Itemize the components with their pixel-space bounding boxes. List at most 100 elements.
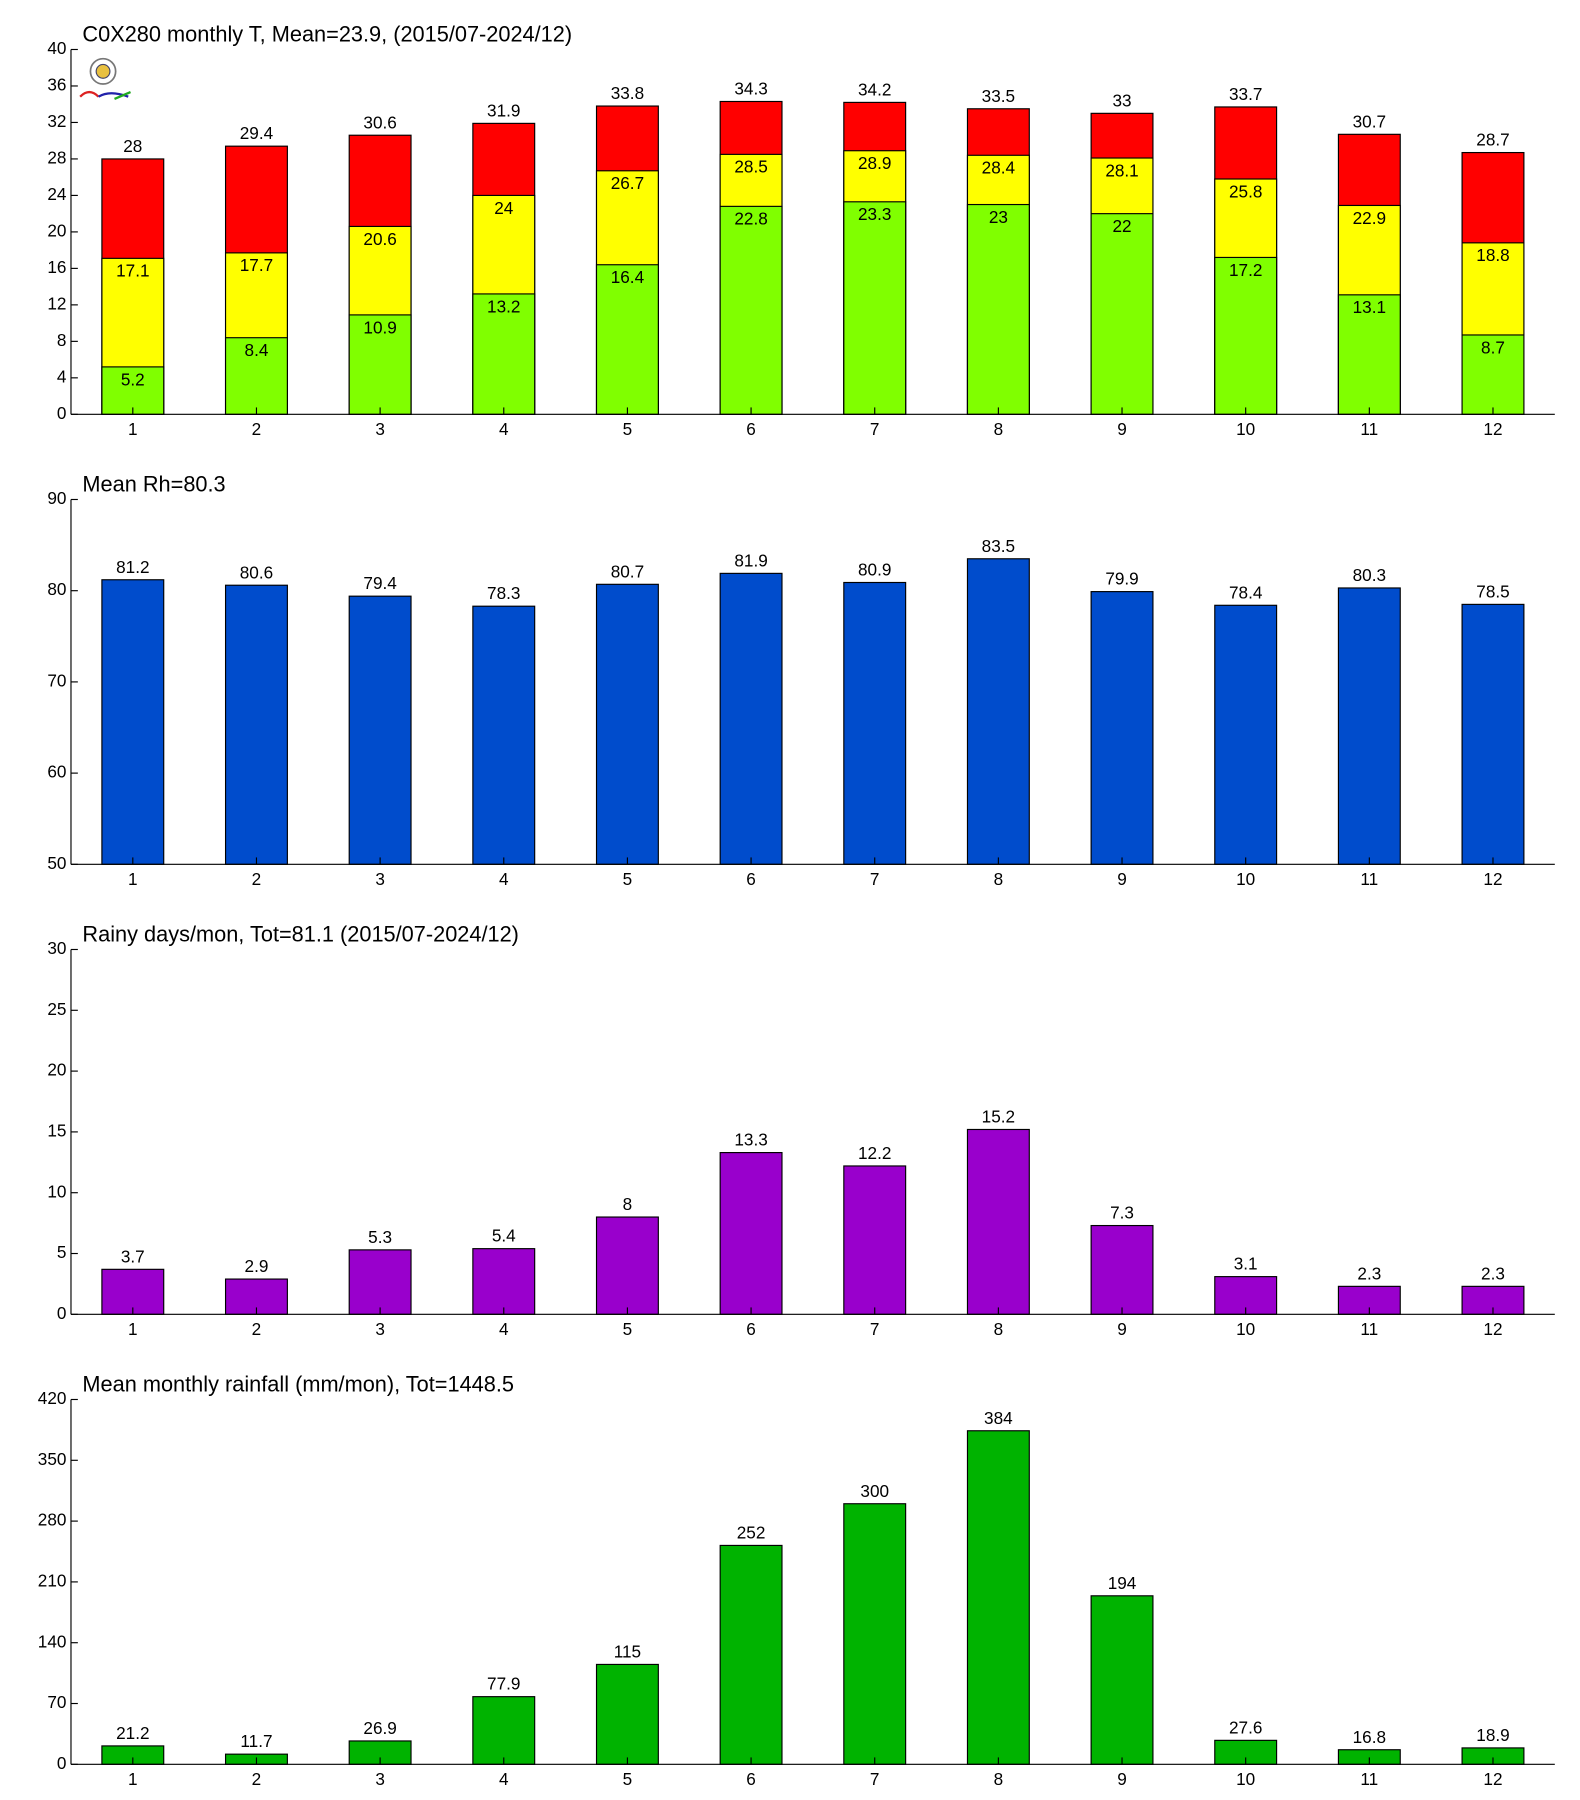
value-label: 16.4 [611,267,645,287]
x-tick-label: 10 [1236,1319,1255,1339]
value-label: 31.9 [487,100,520,120]
value-label: 300 [860,1481,889,1501]
value-label: 78.4 [1229,582,1263,602]
bar [224,584,288,865]
x-tick-label: 7 [870,1319,880,1339]
value-label: 17.7 [240,255,273,275]
x-tick-label: 9 [1117,1769,1127,1789]
y-tick-label: 30 [47,938,66,958]
value-label: 26.9 [363,1718,396,1738]
value-label: 8.4 [245,340,269,360]
y-tick-label: 12 [47,293,66,313]
y-tick-label: 15 [47,1120,66,1140]
bar [348,314,412,415]
x-tick-label: 7 [870,1769,880,1789]
bar [719,572,783,865]
value-label: 28.9 [858,153,891,173]
value-label: 17.2 [1229,260,1262,280]
bar [719,1152,783,1315]
y-tick-label: 28 [47,147,66,167]
x-tick-label: 8 [994,1769,1004,1789]
x-tick-label: 1 [128,869,138,889]
y-tick-label: 50 [47,853,66,873]
y-tick-label: 10 [47,1181,66,1201]
value-label: 24 [494,198,514,218]
y-tick-label: 140 [38,1631,67,1651]
value-label: 13.1 [1353,297,1386,317]
value-label: 8 [623,1194,633,1214]
value-label: 79.4 [363,573,397,593]
value-label: 27.6 [1229,1717,1262,1737]
x-tick-label: 5 [623,419,633,439]
x-tick-label: 8 [994,869,1004,889]
bar [719,1544,783,1765]
value-label: 33.5 [982,86,1015,106]
value-label: 26.7 [611,173,644,193]
x-tick-label: 11 [1360,1319,1378,1339]
bar [843,1165,907,1315]
value-label: 80.9 [858,559,891,579]
y-tick-label: 0 [57,1753,67,1773]
value-label: 2.3 [1357,1263,1381,1283]
chart-title: Rainy days/mon, Tot=81.1 (2015/07-2024/1… [82,921,519,946]
bar [101,366,165,415]
bar [1461,603,1525,865]
x-tick-label: 3 [375,869,385,889]
value-label: 194 [1108,1573,1137,1593]
y-tick-label: 90 [47,488,66,508]
bar [1461,334,1525,415]
x-tick-label: 1 [128,419,138,439]
value-label: 3.7 [121,1246,145,1266]
bar [348,1249,412,1315]
x-tick-label: 6 [746,1319,756,1339]
value-label: 83.5 [982,536,1015,556]
bar [472,1696,536,1765]
value-label: 28.7 [1476,130,1509,150]
bar [348,595,412,865]
y-tick-label: 0 [57,1303,67,1323]
bar [595,1216,659,1315]
bar [966,1128,1030,1315]
x-tick-label: 1 [128,1319,138,1339]
x-tick-label: 12 [1483,1319,1502,1339]
value-label: 34.3 [734,78,767,98]
value-label: 16.8 [1353,1727,1386,1747]
x-tick-label: 10 [1236,869,1255,889]
bar [595,264,659,415]
x-tick-label: 8 [994,1319,1004,1339]
value-label: 20.6 [363,229,396,249]
x-tick-label: 7 [870,419,880,439]
x-tick-label: 8 [994,419,1004,439]
x-tick-label: 6 [746,1769,756,1789]
y-tick-label: 36 [47,74,66,94]
value-label: 22 [1112,216,1131,236]
value-label: 28.4 [982,158,1016,178]
y-tick-label: 40 [47,38,66,58]
x-tick-label: 3 [375,1319,385,1339]
value-label: 18.9 [1476,1725,1509,1745]
value-label: 7.3 [1110,1203,1134,1223]
chart-title: Mean monthly rainfall (mm/mon), Tot=1448… [82,1371,514,1396]
bar [966,558,1030,865]
value-label: 15.2 [982,1106,1015,1126]
x-tick-label: 5 [623,1319,633,1339]
value-label: 3.1 [1234,1254,1258,1274]
bar [1214,256,1278,415]
value-label: 21.2 [116,1723,149,1743]
y-tick-label: 210 [38,1570,67,1590]
x-tick-label: 4 [499,1769,509,1789]
value-label: 80.7 [611,561,644,581]
x-tick-label: 12 [1483,869,1502,889]
value-label: 33 [1112,90,1131,110]
chart-title: Mean Rh=80.3 [82,471,225,496]
bar [1090,213,1154,415]
y-tick-label: 0 [57,403,67,423]
y-tick-label: 80 [47,579,66,599]
x-tick-label: 12 [1483,419,1502,439]
x-tick-label: 2 [252,1319,262,1339]
value-label: 5.4 [492,1226,516,1246]
y-tick-label: 5 [57,1242,67,1262]
value-label: 22.9 [1353,208,1386,228]
value-label: 79.9 [1105,569,1138,589]
value-label: 28 [123,136,142,156]
